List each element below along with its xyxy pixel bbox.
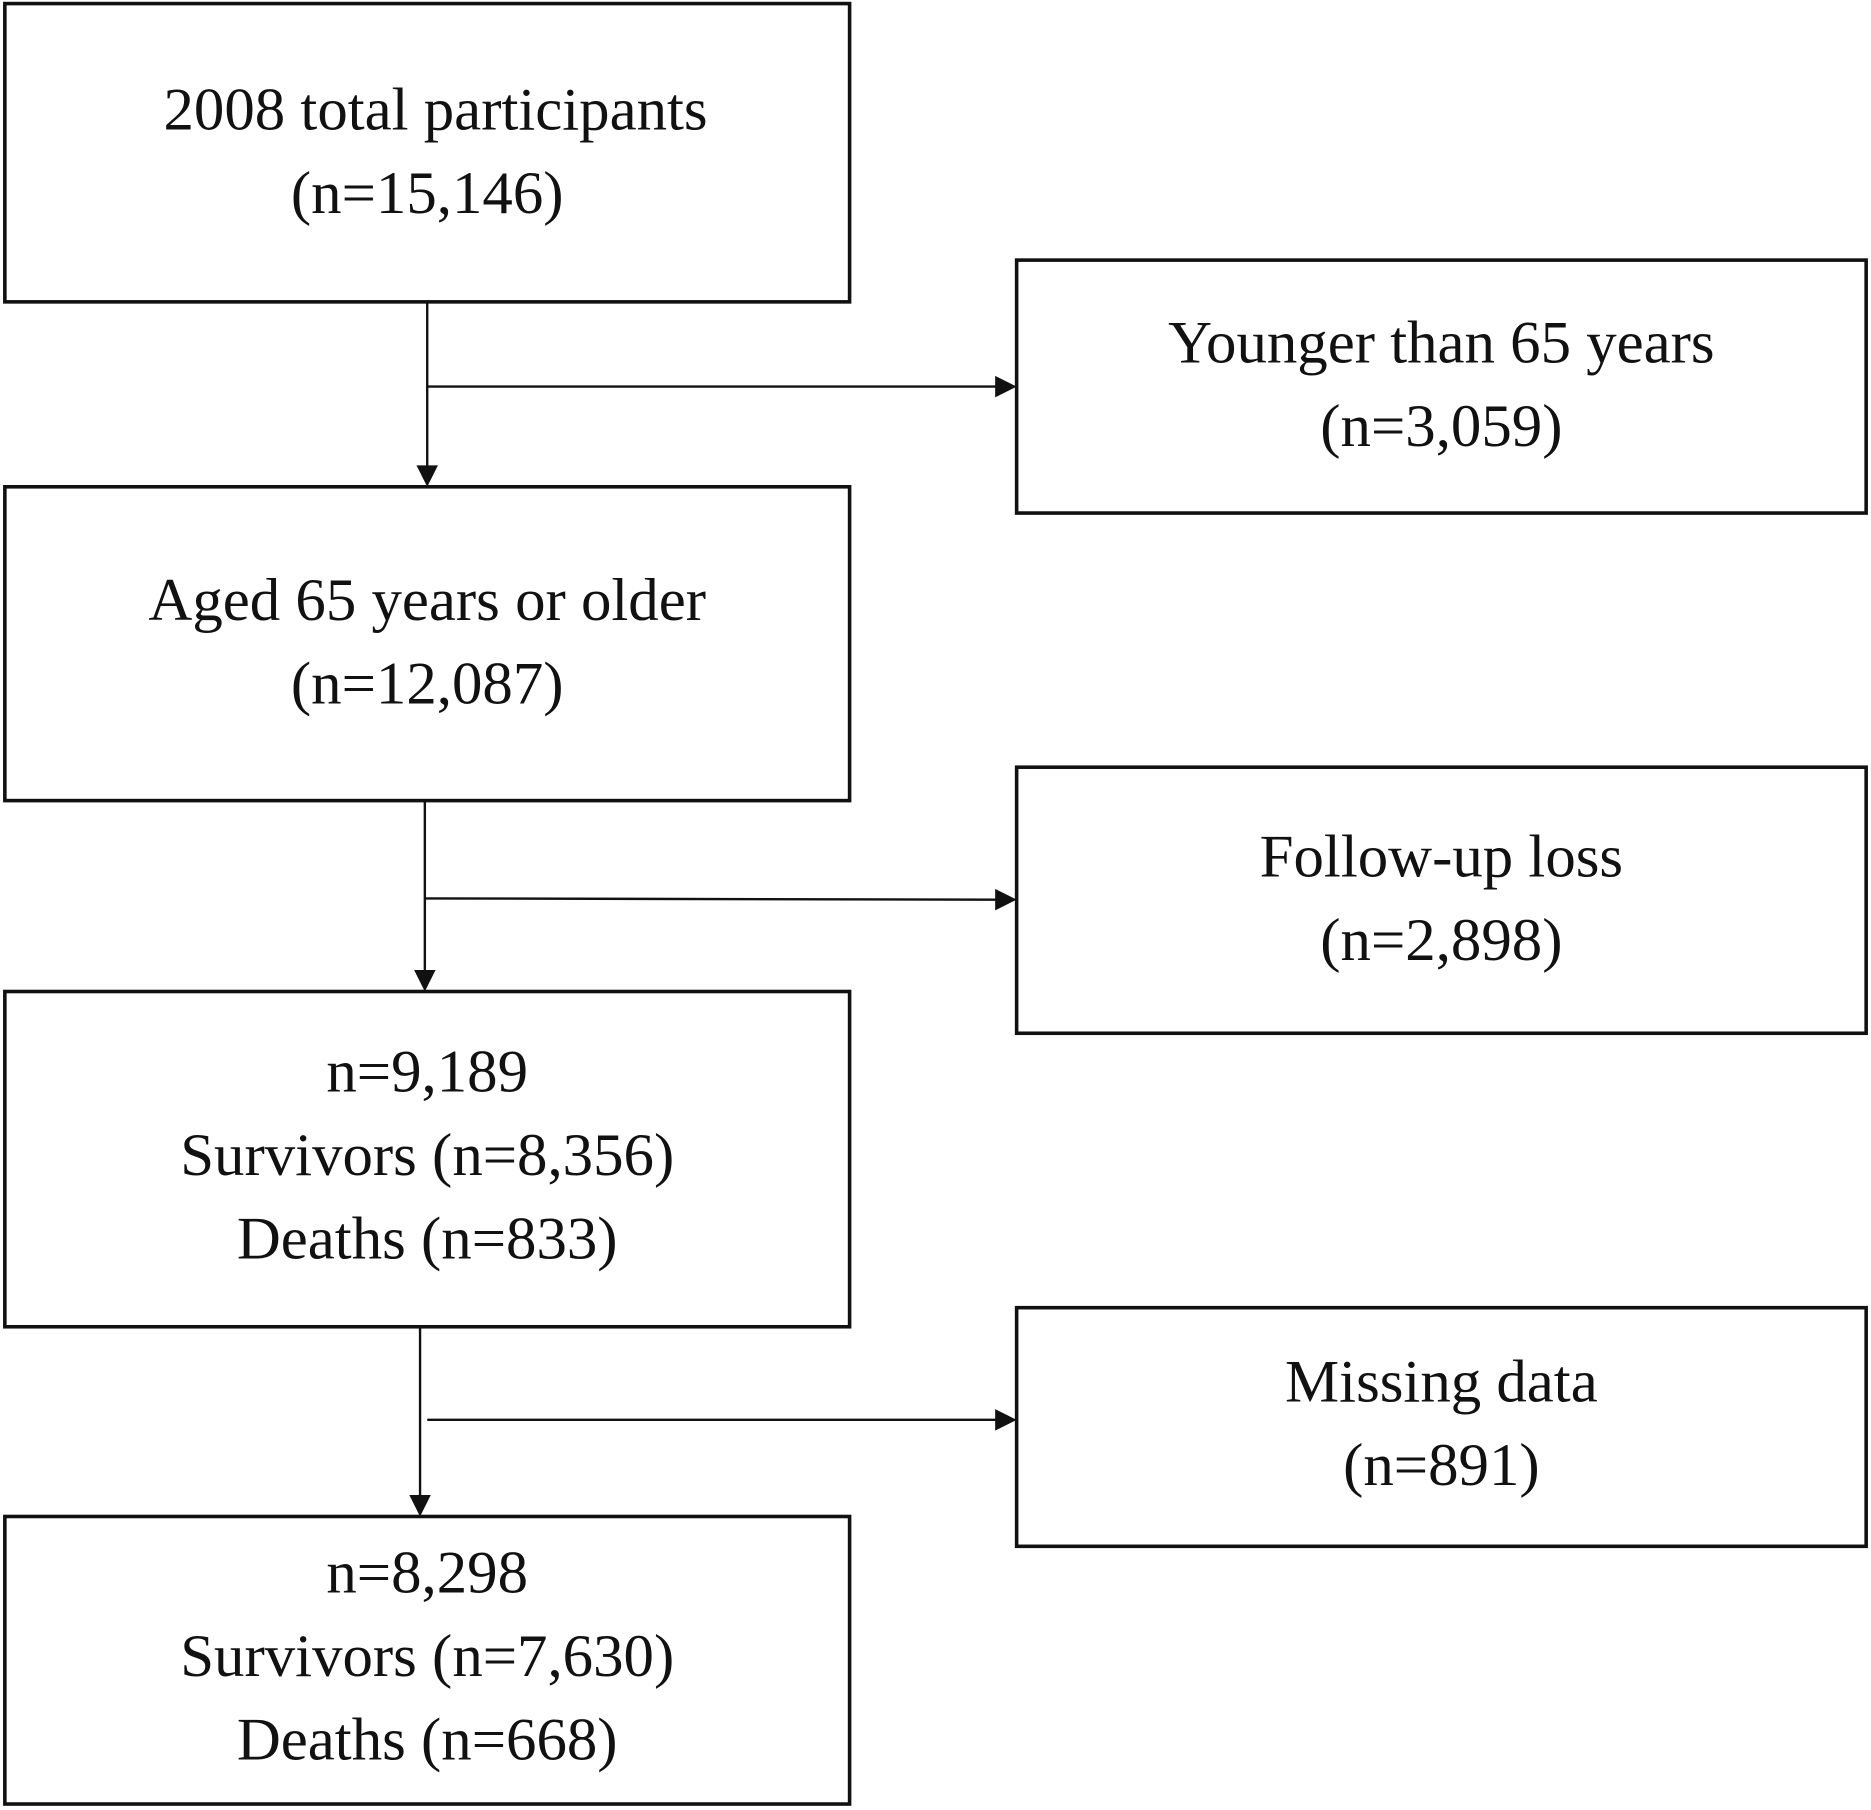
arrowhead [995,375,1017,398]
box-text: 2008 total participants [164,77,708,144]
box-text: Deaths (n=833) [237,1205,618,1272]
connector [424,897,998,901]
box-text: (n=3,059) [1320,393,1562,460]
box-text: Aged 65 years or older [148,567,706,634]
arrowhead [409,1495,431,1517]
box [3,1,852,304]
box-text: Survivors (n=7,630) [180,1623,674,1690]
arrowhead [416,465,438,487]
box-text: n=9,189 [326,1038,528,1105]
box [3,485,852,803]
arrowhead [995,888,1017,911]
box-text: Missing data [1285,1349,1598,1416]
box-text: (n=12,087) [291,651,564,718]
box [3,989,852,1329]
box-text: Deaths (n=668) [237,1707,618,1774]
box-text: Follow-up loss [1260,824,1623,891]
box-text: (n=891) [1343,1432,1540,1499]
box-text: Younger than 65 years [1168,309,1714,376]
box [3,1514,852,1806]
box [1014,765,1868,1036]
arrowhead [414,970,436,992]
box-text: (n=15,146) [291,160,564,227]
box [1014,1305,1868,1549]
arrowhead [995,1409,1017,1431]
box-text: n=8,298 [326,1539,528,1606]
box-text: Survivors (n=8,356) [180,1122,674,1189]
box-text: (n=2,898) [1320,907,1562,974]
box [1014,258,1868,515]
